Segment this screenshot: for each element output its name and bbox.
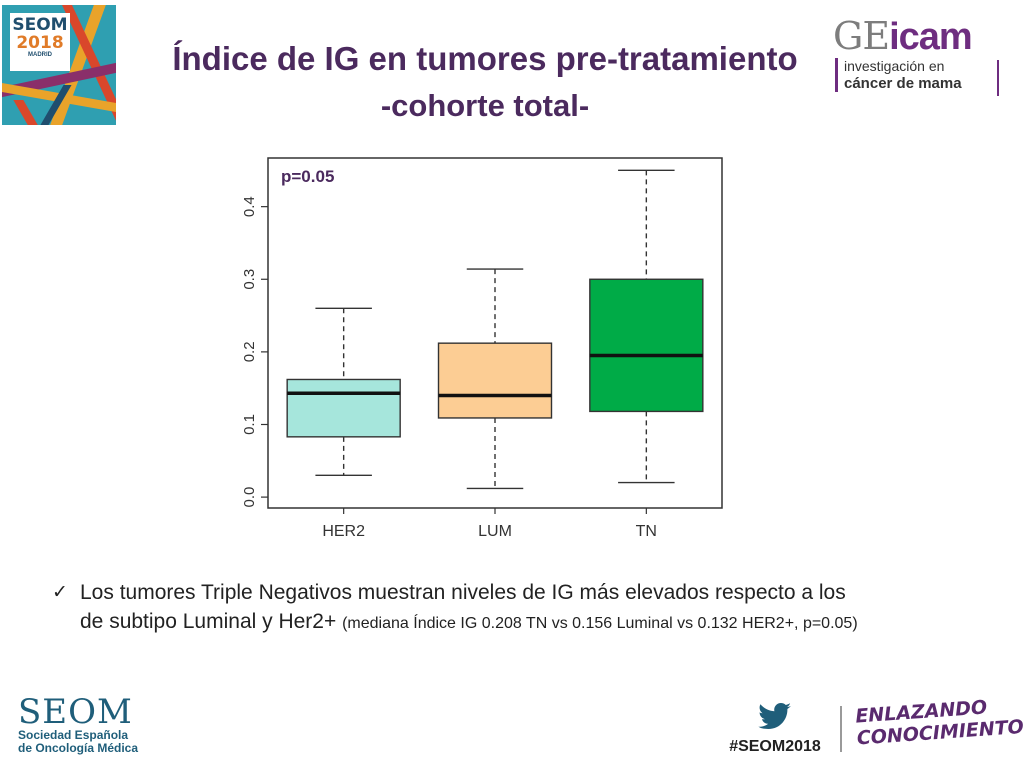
box-her2: [286, 378, 401, 438]
p-value-annotation: p=0.05: [281, 167, 334, 186]
geicam-tagline-2: cáncer de mama: [844, 75, 962, 92]
x-tick-label: LUM: [478, 523, 512, 540]
seom-badge-line2: 2018: [16, 33, 64, 53]
seom-footer-sub2: de Oncología Médica: [18, 741, 139, 755]
y-tick-label: 0.2: [241, 341, 258, 362]
slide-title: Índice de IG en tumores pre-tratamiento: [172, 40, 798, 77]
seom-badge-line1: SEOM: [12, 15, 68, 35]
bullet-line2-main: de subtipo Luminal y Her2+: [80, 610, 337, 633]
y-tick-label: 0.0: [241, 487, 258, 508]
box-lum: [437, 342, 553, 419]
slogan: ENLAZANDO CONOCIMIENTO: [855, 694, 1024, 749]
hashtag-text: #SEOM2018: [729, 738, 821, 755]
seom-badge-line3: MADRID: [28, 52, 52, 58]
x-tick-label: TN: [636, 523, 657, 540]
y-tick-label: 0.3: [241, 269, 258, 290]
geicam-word-icam: icam: [889, 16, 973, 58]
geicam-logo-bar: [997, 60, 999, 96]
y-tick-label: 0.4: [241, 196, 258, 217]
seom-footer-logo: SEOM Sociedad Española de Oncología Médi…: [18, 695, 218, 757]
seom-footer-wordmark: SEOM: [18, 692, 133, 732]
geicam-word-ge: GE: [833, 14, 890, 58]
slide-subtitle: -cohorte total-: [380, 88, 590, 123]
box-tn: [589, 278, 704, 413]
checkmark-icon: ✓: [52, 581, 68, 603]
x-tick-label: HER2: [322, 523, 365, 540]
footer-divider: [840, 706, 842, 752]
bullet-line2-detail: (mediana Índice IG 0.208 TN vs 0.156 Lum…: [342, 615, 858, 632]
bullet-line1: Los tumores Triple Negativos muestran ni…: [80, 581, 846, 604]
geicam-tagline: investigación en cáncer de mama: [835, 58, 962, 92]
bullet-line2: de subtipo Luminal y Her2+ (mediana Índi…: [80, 607, 858, 638]
geicam-logo: GEicam investigación en cáncer de mama: [833, 16, 1013, 100]
geicam-wordmark: GEicam: [833, 16, 1013, 57]
seom-2018-badge-logo: SEOM 2018 MADRID: [2, 5, 116, 125]
twitter-bird-icon: [758, 703, 791, 729]
geicam-tagline-1: investigación en: [844, 58, 945, 74]
y-tick-label: 0.1: [241, 414, 258, 435]
seom-footer-sub1: Sociedad Española: [18, 728, 129, 742]
seom-badge-text-panel: SEOM 2018 MADRID: [10, 13, 70, 71]
twitter-hashtag-block: #SEOM2018: [720, 703, 830, 759]
boxplot-chart: 0.0 0.1 0.2 0.3 0.4 p=0.05 HER2 LUM TN: [215, 148, 735, 553]
boxplot-svg: 0.0 0.1 0.2 0.3 0.4 p=0.05 HER2 LUM TN: [241, 157, 723, 540]
